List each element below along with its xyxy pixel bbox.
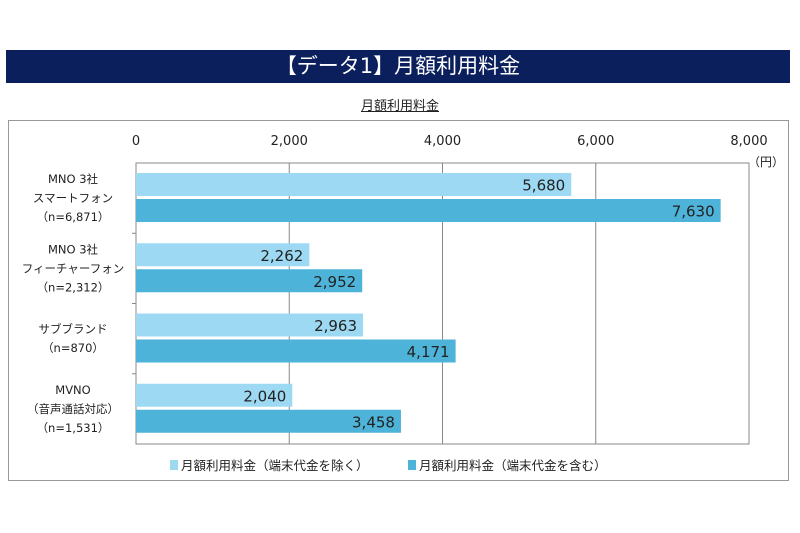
bar: [136, 243, 310, 267]
bar: [136, 173, 572, 196]
x-tick-label: 2,000: [271, 134, 308, 149]
chart-frame: [8, 120, 789, 481]
category-label: サブブランド: [39, 322, 108, 336]
x-tick-label: 0: [132, 134, 140, 149]
category-label: （音声通話対応）: [27, 402, 119, 416]
legend-swatch: [170, 460, 178, 470]
data-label: 3,458: [352, 413, 395, 431]
chart-title: 月額利用料金: [360, 99, 439, 114]
x-tick-label: 6,000: [577, 134, 614, 149]
bar: [136, 339, 456, 363]
category-label: フィーチャーフォン: [22, 261, 124, 275]
data-label: 2,963: [314, 317, 357, 335]
category-label: （n=870）: [42, 341, 104, 355]
legend-label: 月額利用料金（端末代金を含む）: [419, 458, 607, 473]
data-label: 2,262: [260, 247, 303, 265]
bar: [136, 313, 364, 337]
data-label: 2,952: [313, 273, 356, 291]
category-label: （n=1,531）: [37, 421, 110, 435]
data-label: 4,171: [407, 343, 450, 361]
page-title: 【データ1】月額利用料金: [6, 50, 790, 83]
bar: [136, 383, 293, 407]
category-label: スマートフォン: [33, 191, 113, 205]
category-label: MNO 3社: [48, 242, 99, 256]
category-label: （n=6,871）: [37, 210, 110, 224]
unit-label: （円）: [748, 155, 784, 169]
category-label: （n=2,312）: [37, 280, 110, 294]
legend-swatch: [408, 460, 416, 470]
data-label: 2,040: [243, 387, 286, 405]
bar: [136, 409, 401, 433]
legend-label: 月額利用料金（端末代金を除く）: [181, 458, 369, 473]
data-label: 5,680: [522, 177, 565, 195]
x-tick-label: 4,000: [424, 134, 461, 149]
x-tick-label: 8,000: [730, 134, 767, 149]
bar: [136, 269, 363, 293]
category-label: MNO 3社: [48, 172, 99, 186]
data-label: 7,630: [672, 203, 715, 221]
category-label: MVNO: [55, 383, 90, 397]
bar: [136, 199, 721, 222]
